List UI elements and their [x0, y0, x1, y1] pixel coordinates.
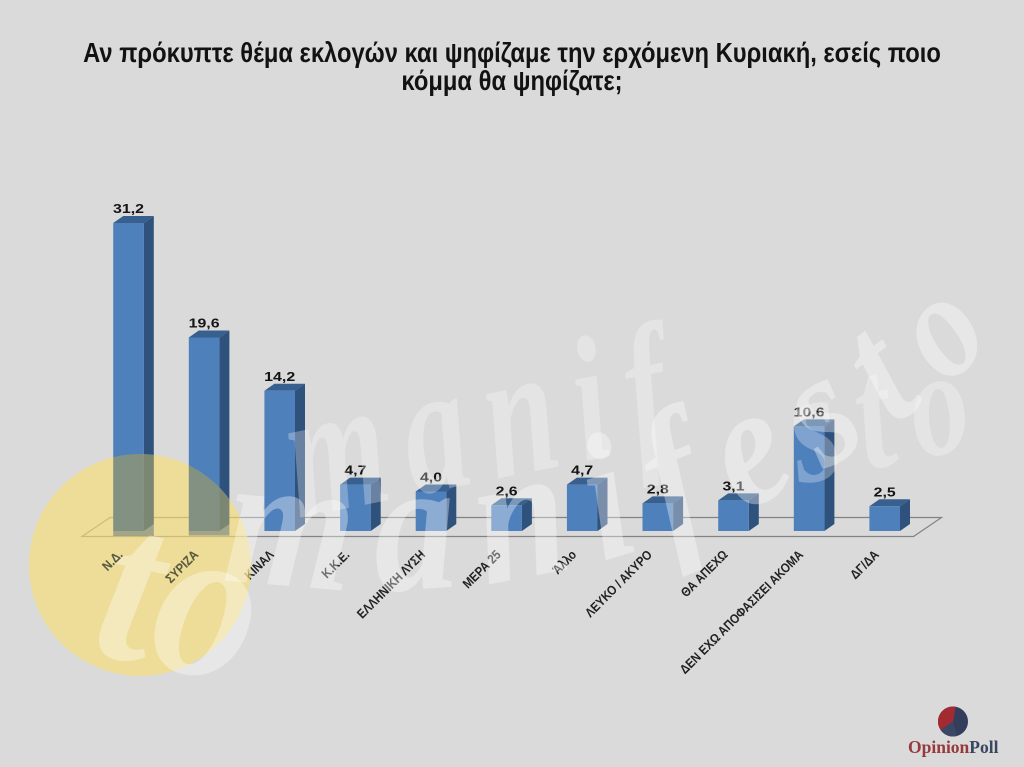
svg-text:14,2: 14,2	[264, 369, 295, 384]
svg-text:19,6: 19,6	[189, 316, 220, 331]
svg-text:4,7: 4,7	[344, 463, 366, 478]
svg-text:4,0: 4,0	[420, 470, 442, 485]
svg-text:10,6: 10,6	[794, 404, 825, 419]
svg-text:2,8: 2,8	[647, 481, 669, 496]
svg-text:OpinionPoll: OpinionPoll	[908, 737, 999, 757]
svg-text:31,2: 31,2	[113, 201, 144, 216]
svg-text:ΔΓ/ΔΑ: ΔΓ/ΔΑ	[847, 547, 882, 582]
svg-text:2,6: 2,6	[496, 483, 518, 498]
svg-text:2,5: 2,5	[874, 484, 896, 499]
svg-text:4,7: 4,7	[571, 463, 593, 478]
svg-text:3,1: 3,1	[723, 478, 745, 493]
